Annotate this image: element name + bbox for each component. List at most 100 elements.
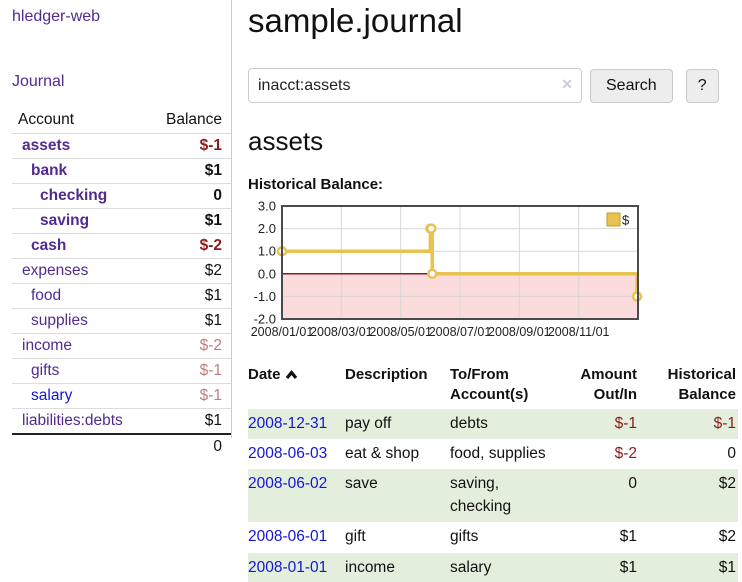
chart-title: Historical Balance: [248, 176, 384, 193]
account-name-cell: assets [12, 133, 146, 159]
spacer [12, 433, 146, 459]
account-link[interactable]: assets [22, 137, 71, 154]
transaction-amount-cell: $1 [619, 528, 637, 546]
account-balance: $-1 [145, 133, 232, 159]
transaction-date-link[interactable]: 2008-06-02 [248, 475, 328, 493]
svg-text:2008/03/01: 2008/03/01 [310, 325, 373, 339]
transaction-balance-cell: $1 [718, 558, 736, 576]
svg-text:2008/09/01: 2008/09/01 [488, 325, 551, 339]
transaction-row: 2008-12-31 pay off debts $-1 $-1 [248, 408, 738, 439]
transaction-description-cell: pay off [345, 414, 392, 432]
account-row: supplies $1 [12, 308, 232, 334]
account-link[interactable]: checking [40, 187, 108, 204]
transaction-date-link[interactable]: 2008-06-01 [248, 528, 328, 546]
search-input[interactable] [248, 68, 582, 103]
transaction-row: 2008-06-03 eat & shop food, supplies $-2 0 [248, 439, 738, 469]
clear-search-icon[interactable]: ✕ [561, 76, 573, 92]
app-title-link[interactable]: hledger-web [12, 8, 101, 25]
account-name-cell: saving [12, 208, 146, 234]
transaction-amount-cell: $1 [619, 558, 637, 576]
account-balance: 0 [145, 183, 232, 209]
account-balance: $1 [145, 208, 232, 234]
search-help-button[interactable]: ? [685, 68, 719, 103]
account-name-cell: food [12, 283, 146, 309]
account-link[interactable]: food [31, 287, 62, 304]
account-row: cash $-2 [12, 233, 232, 259]
svg-text:2008/05/01: 2008/05/01 [369, 325, 432, 339]
historical-balance-chart: $3.0 2.0 1.0 0.0 -1.0 -2.0 2008/01/01 2008/03/0… [248, 198, 738, 353]
sidebar: hledger-web Journal Account Balance asse… [0, 0, 232, 582]
transaction-accounts-cell: saving, checking [450, 475, 512, 515]
register-table-body: 2008-12-31 pay off debts $-1 $-1 2008-06-03 ea… [248, 408, 738, 582]
sort-ascending-icon [285, 369, 297, 380]
description-column-header: Description [345, 366, 428, 383]
account-balance: $1 [145, 283, 232, 309]
account-balance: $-1 [145, 358, 232, 384]
account-link[interactable]: bank [31, 162, 68, 179]
account-balance: $-2 [145, 333, 232, 359]
transaction-amount-cell: 0 [628, 475, 637, 493]
accounts-table: Account Balance assets $-1 bank $1 checking 0… [12, 108, 232, 459]
transaction-balance-cell: 0 [727, 444, 736, 462]
account-link[interactable]: liabilities:debts [22, 412, 123, 429]
transaction-accounts-cell: salary [450, 558, 492, 576]
transaction-row: 2008-01-01 income salary $1 $1 [248, 552, 738, 582]
svg-text:2008/07/01: 2008/07/01 [429, 325, 492, 339]
accounts-table-body: assets $-1 bank $1 checking 0 saving $1 cash $-2 e… [12, 133, 232, 435]
transaction-amount-cell: $-1 [614, 414, 637, 432]
svg-text:2008/01/01: 2008/01/01 [251, 325, 314, 339]
account-row: salary $-1 [12, 383, 232, 409]
account-link[interactable]: gifts [31, 362, 60, 379]
account-row: checking 0 [12, 183, 232, 209]
account-name-cell: income [12, 333, 146, 359]
svg-text:-2.0: -2.0 [254, 312, 276, 327]
svg-text:1.0: 1.0 [258, 244, 276, 259]
transaction-description-cell: gift [345, 528, 366, 546]
transaction-date-link[interactable]: 2008-01-01 [248, 558, 328, 576]
svg-text:$: $ [622, 213, 630, 228]
account-link[interactable]: expenses [22, 262, 89, 279]
account-name-cell: expenses [12, 258, 146, 284]
account-name-cell: cash [12, 233, 146, 259]
account-name-cell: gifts [12, 358, 146, 384]
search-form: ✕ Search ? [248, 68, 738, 103]
accounts-total-row: 0 [12, 433, 232, 459]
transaction-date-link[interactable]: 2008-06-03 [248, 444, 328, 462]
transaction-date-cell: 2008-01-01 [248, 553, 345, 582]
account-link[interactable]: salary [31, 387, 73, 404]
account-heading: assets [248, 126, 324, 156]
account-balance: $1 [145, 308, 232, 334]
account-row: income $-2 [12, 333, 232, 359]
balance-chart-svg: $3.0 2.0 1.0 0.0 -1.0 -2.02008/01/012008/03/0… [251, 199, 643, 339]
transaction-description-cell: income [345, 558, 395, 576]
accounts-table-header: Account Balance [12, 108, 232, 134]
transaction-date-link[interactable]: 2008-12-31 [248, 414, 328, 432]
balance-column-header-main: Historical Balance [667, 366, 736, 404]
account-link[interactable]: saving [40, 212, 90, 229]
transaction-accounts-cell: food, supplies [450, 444, 546, 462]
transaction-row: 2008-06-01 gift gifts $1 $2 [248, 522, 738, 552]
transaction-description-cell: save [345, 475, 378, 493]
transaction-row: 2008-06-02 save saving, checking 0 $2 [248, 469, 738, 523]
account-link[interactable]: cash [31, 237, 67, 254]
date-column-header[interactable]: Date [248, 363, 345, 409]
main-content: sample.journal ✕ Search ? assets Histori… [232, 0, 742, 582]
tofrom-column-header: To/From Account(s) [450, 366, 529, 404]
accounts-total-value: 0 [145, 433, 232, 459]
transaction-date-cell: 2008-12-31 [248, 409, 345, 439]
account-name-cell: supplies [12, 308, 146, 334]
account-link[interactable]: supplies [31, 312, 88, 329]
account-balance: $2 [145, 258, 232, 284]
transaction-accounts-cell: debts [450, 414, 488, 432]
search-button[interactable]: Search [590, 68, 673, 103]
register-header-row: Date Description To/From Account(s) Amou… [248, 363, 738, 409]
amount-column-header: Amount Out/In [580, 366, 637, 404]
page-title: sample.journal [248, 2, 463, 39]
account-link[interactable]: income [22, 337, 72, 354]
account-row: bank $1 [12, 158, 232, 184]
register-table: Date Description To/From Account(s) Amou… [248, 363, 738, 582]
account-row: saving $1 [12, 208, 232, 234]
account-balance: $-1 [145, 383, 232, 409]
sidebar-item-journal[interactable]: Journal [12, 73, 65, 90]
